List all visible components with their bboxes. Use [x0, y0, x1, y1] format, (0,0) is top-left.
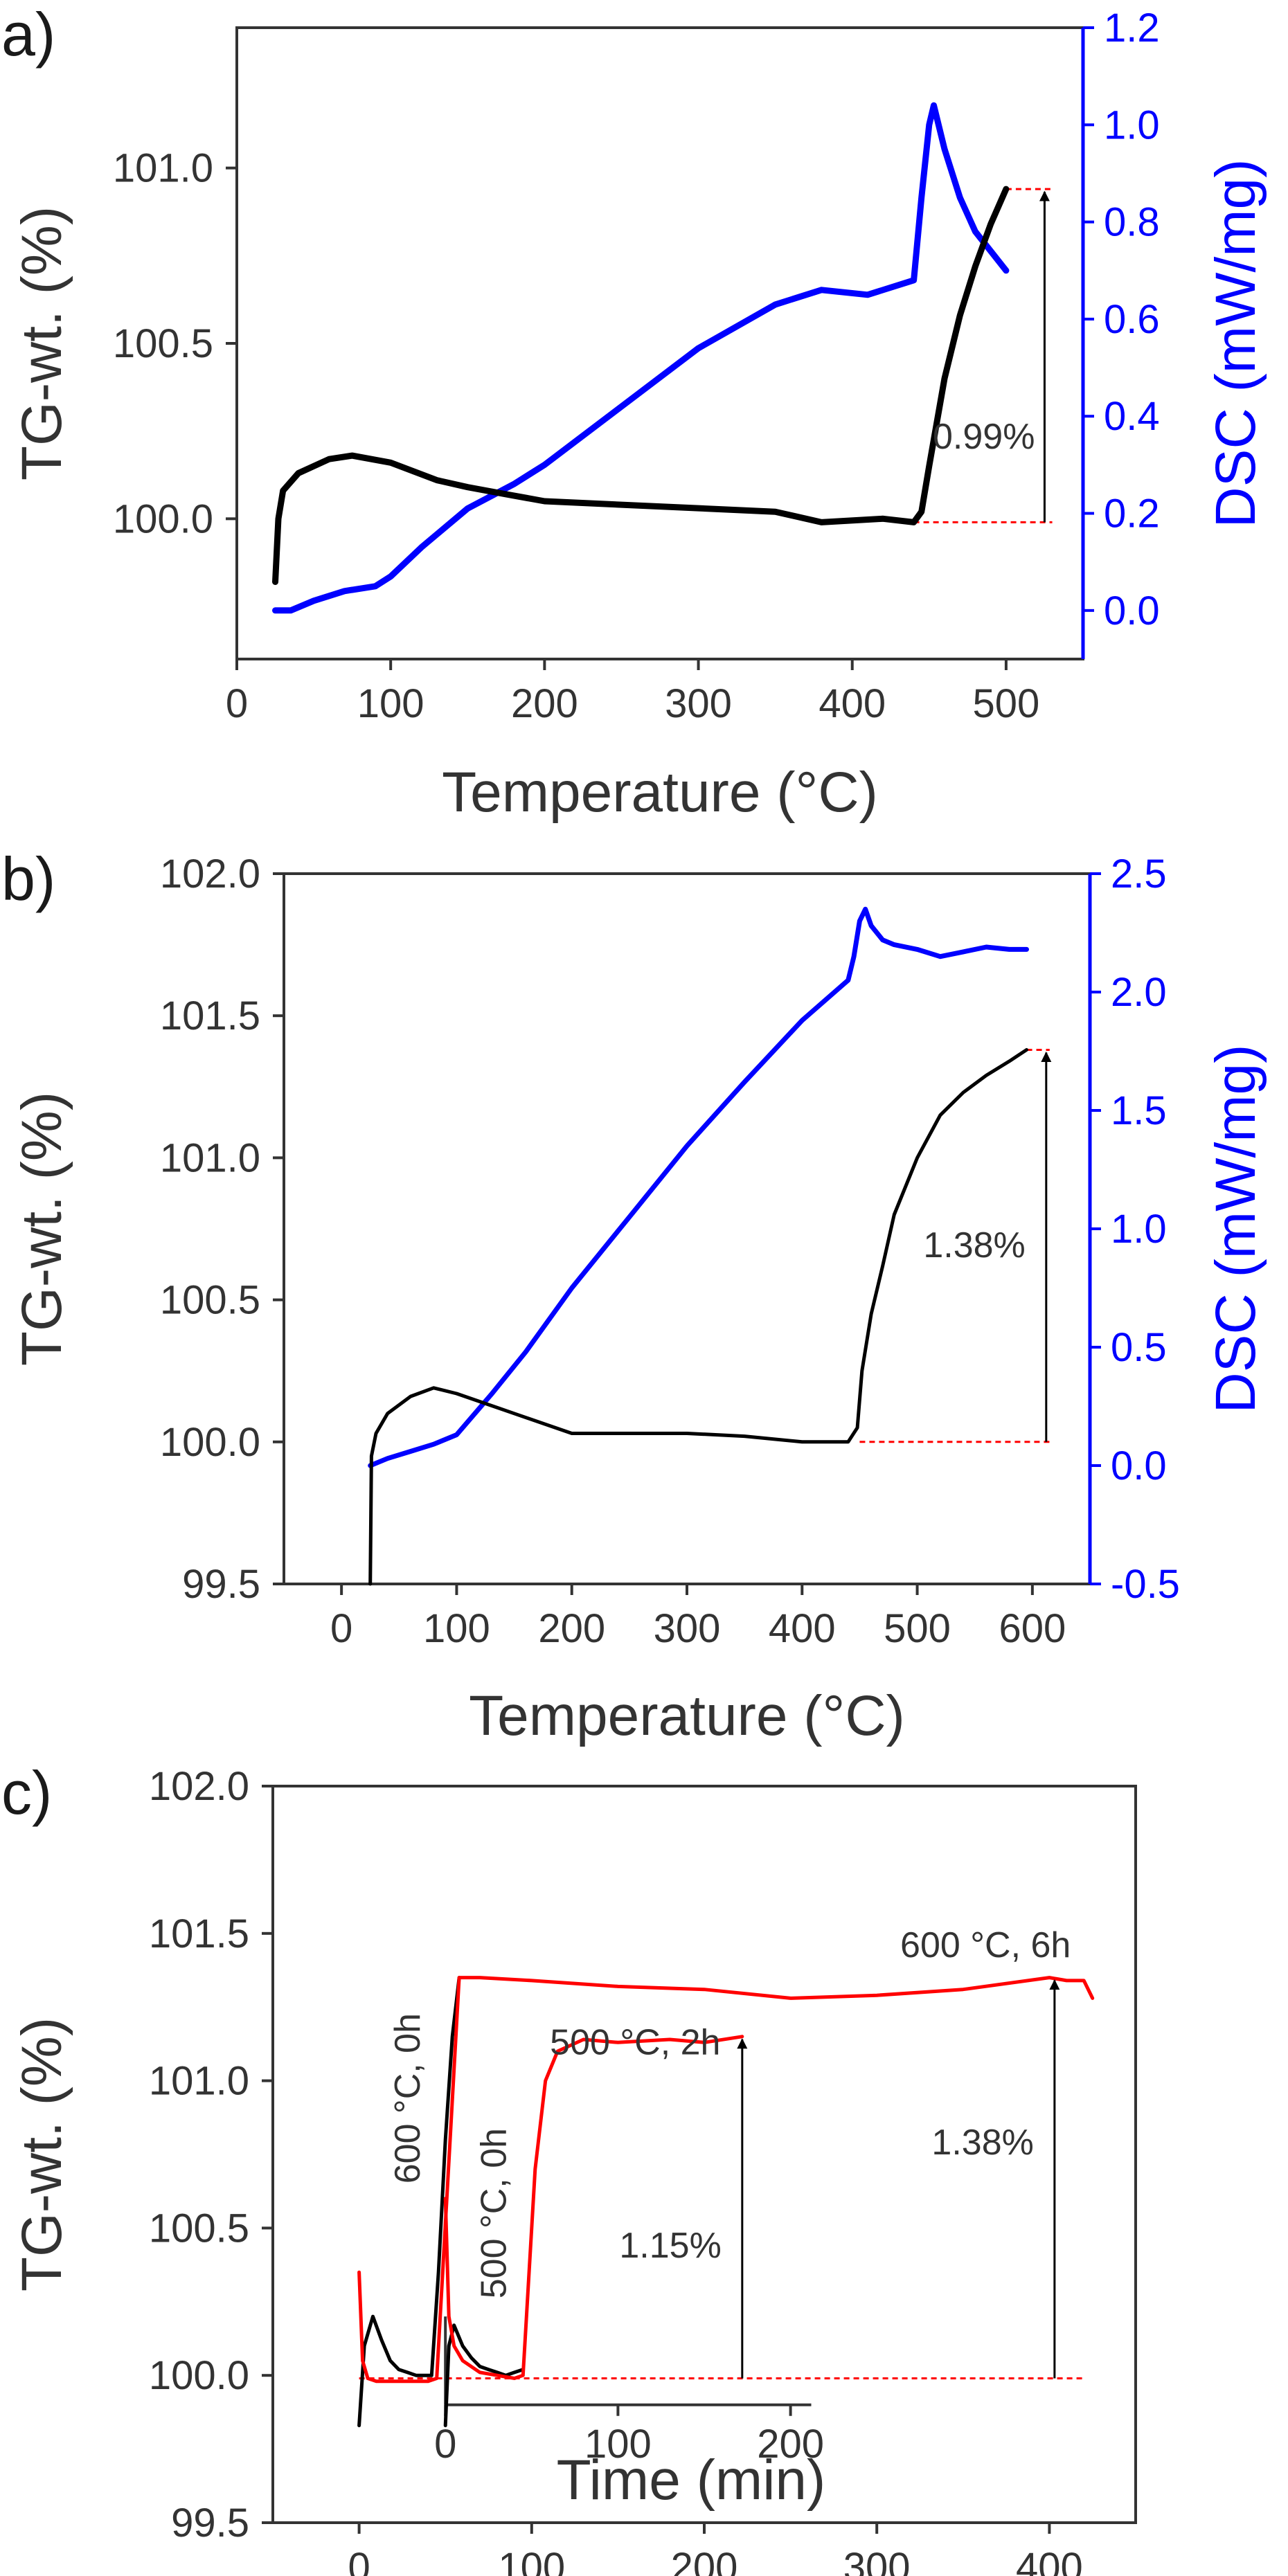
x-tick-label: 0 — [348, 2545, 370, 2576]
panel-b-xlabel: Temperature (°C) — [469, 1684, 905, 1747]
x-tick-label: 500 — [973, 681, 1040, 726]
panel-c-arrow-label-500c: 1.15% — [619, 2226, 721, 2266]
panel-a-plot-area — [272, 102, 1053, 614]
panel-a-ylabel-left: TG-wt. (%) — [10, 206, 73, 480]
y-right-tick-label: 0.5 — [1111, 1325, 1167, 1370]
panel-b-ylabel-left: TG-wt. (%) — [10, 1092, 73, 1366]
x-tick-label: 300 — [654, 1606, 721, 1651]
y-right-tick-label: 1.0 — [1104, 102, 1160, 147]
annotation-500c-2h: 500 °C, 2h — [550, 2022, 720, 2062]
x-tick-label: 100 — [498, 2545, 565, 2576]
panel-a: a) TG-wt. (%) DSC (mW/mg) Temperature (°… — [1, 0, 1267, 824]
y-tick-label: 100.5 — [113, 321, 213, 366]
x-tick-label: 400 — [819, 681, 886, 726]
panel-c-plot-area: 0 100 200 — [357, 1976, 1095, 2467]
x-tick-label: 200 — [538, 1606, 605, 1651]
y-tick-label: 100.0 — [149, 2353, 249, 2398]
y-tick-label: 101.0 — [149, 2059, 249, 2104]
panel-c-ylabel: TG-wt. (%) — [10, 2017, 73, 2291]
y-tick-label: 100.0 — [160, 1420, 260, 1465]
y-tick-label: 101.5 — [160, 993, 260, 1038]
panel-b-ylabel-right: DSC (mW/mg) — [1204, 1045, 1267, 1414]
panel-c: c) TG-wt. (%) Time (min) 0 100 200 300 400 9… — [1, 1758, 1137, 2576]
x-tick-label: 600 — [999, 1606, 1066, 1651]
y-tick-label: 99.5 — [171, 2501, 249, 2546]
x-tick-label: 300 — [843, 2545, 911, 2576]
dsc-series-line — [368, 906, 1029, 1468]
y-right-tick-label: 0.0 — [1104, 588, 1160, 633]
annotation-600c-0h: 600 °C, 0h — [388, 2013, 428, 2183]
tg-series-line-2 — [443, 2323, 525, 2428]
panel-b-y-ticks-right: -0.5 0.0 0.5 1.0 1.5 2.0 2.5 — [1090, 852, 1180, 1607]
dsc-series-line — [272, 102, 1010, 614]
panel-a-y-ticks-right: 0.0 0.2 0.4 0.6 0.8 1.0 1.2 — [1083, 6, 1160, 633]
y-right-tick-label: 0.0 — [1111, 1443, 1167, 1488]
panel-b-label: b) — [1, 845, 55, 913]
panel-b-arrow-label: 1.38% — [923, 1225, 1025, 1266]
panel-c-x-ticks: 0 100 200 300 400 — [348, 2523, 1083, 2576]
tg-series-line-0 — [357, 1976, 461, 2428]
y-tick-label: 101.0 — [113, 146, 213, 191]
annotation-500c-0h: 500 °C, 0h — [474, 2128, 514, 2298]
panel-c-xlabel: Time (min) — [557, 2449, 826, 2512]
x-tick-label: 400 — [769, 1606, 836, 1651]
x-tick-label: 0 — [330, 1606, 352, 1651]
y-right-tick-label: 2.5 — [1111, 852, 1167, 897]
y-tick-label: 101.0 — [160, 1135, 260, 1180]
y-tick-label: 99.5 — [182, 1562, 260, 1607]
panel-b-y-ticks-left: 99.5 100.0 100.5 101.0 101.5 102.0 — [160, 852, 284, 1607]
x-tick-label: 400 — [1016, 2545, 1083, 2576]
x-tick-label: 200 — [671, 2545, 738, 2576]
y-right-tick-label: 0.4 — [1104, 394, 1160, 439]
y-tick-label: 100.0 — [113, 496, 213, 541]
y-tick-label: 102.0 — [160, 852, 260, 897]
y-tick-label: 102.0 — [149, 1764, 249, 1809]
inset-tick-label: 0 — [434, 2422, 456, 2467]
panel-a-xlabel: Temperature (°C) — [442, 761, 878, 824]
tg-series-line — [272, 186, 1010, 585]
tg-series-line-3 — [443, 2035, 744, 2380]
panel-a-arrow-label: 0.99% — [933, 417, 1035, 457]
inset-tick-label: 100 — [584, 2422, 652, 2467]
panel-a-label: a) — [1, 0, 55, 69]
y-right-tick-label: 1.0 — [1111, 1207, 1167, 1252]
panel-b-x-ticks: 0 100 200 300 400 500 600 — [330, 1584, 1066, 1651]
y-tick-label: 100.5 — [160, 1278, 260, 1323]
panel-b-plot-area — [368, 906, 1052, 1586]
x-tick-label: 0 — [226, 681, 248, 726]
y-right-tick-label: 1.5 — [1111, 1088, 1167, 1133]
panel-c-arrow-label-600c: 1.38% — [931, 2123, 1033, 2163]
x-tick-label: 300 — [665, 681, 732, 726]
y-right-tick-label: 2.0 — [1111, 970, 1167, 1015]
panel-c-annotations: 600 °C, 0h 500 °C, 0h 500 °C, 2h 600 °C,… — [388, 1925, 1071, 2298]
y-right-tick-label: 1.2 — [1104, 6, 1160, 51]
x-tick-label: 100 — [357, 681, 424, 726]
x-tick-label: 500 — [884, 1606, 951, 1651]
panel-c-label: c) — [1, 1758, 52, 1827]
panel-b: b) TG-wt. (%) DSC (mW/mg) Temperature (°… — [1, 845, 1267, 1747]
inset-tick-label: 200 — [757, 2422, 824, 2467]
y-right-tick-label: -0.5 — [1111, 1562, 1180, 1607]
tg-series-line-1 — [357, 1976, 1095, 2384]
y-right-tick-label: 0.6 — [1104, 297, 1160, 342]
panel-a-y-ticks-left: 100.0 100.5 101.0 — [113, 146, 237, 541]
x-tick-label: 100 — [423, 1606, 490, 1651]
tg-series-line — [368, 1047, 1028, 1586]
x-tick-label: 200 — [511, 681, 578, 726]
y-tick-label: 101.5 — [149, 1911, 249, 1956]
annotation-600c-6h: 600 °C, 6h — [900, 1925, 1071, 1965]
panel-a-x-ticks: 0 100 200 300 400 500 — [226, 659, 1039, 726]
y-tick-label: 100.5 — [149, 2206, 249, 2251]
panel-c-y-ticks: 99.5 100.0 100.5 101.0 101.5 102.0 — [149, 1764, 273, 2546]
y-right-tick-label: 0.8 — [1104, 200, 1160, 245]
panel-a-ylabel-right: DSC (mW/mg) — [1204, 159, 1267, 528]
y-right-tick-label: 0.2 — [1104, 492, 1160, 537]
